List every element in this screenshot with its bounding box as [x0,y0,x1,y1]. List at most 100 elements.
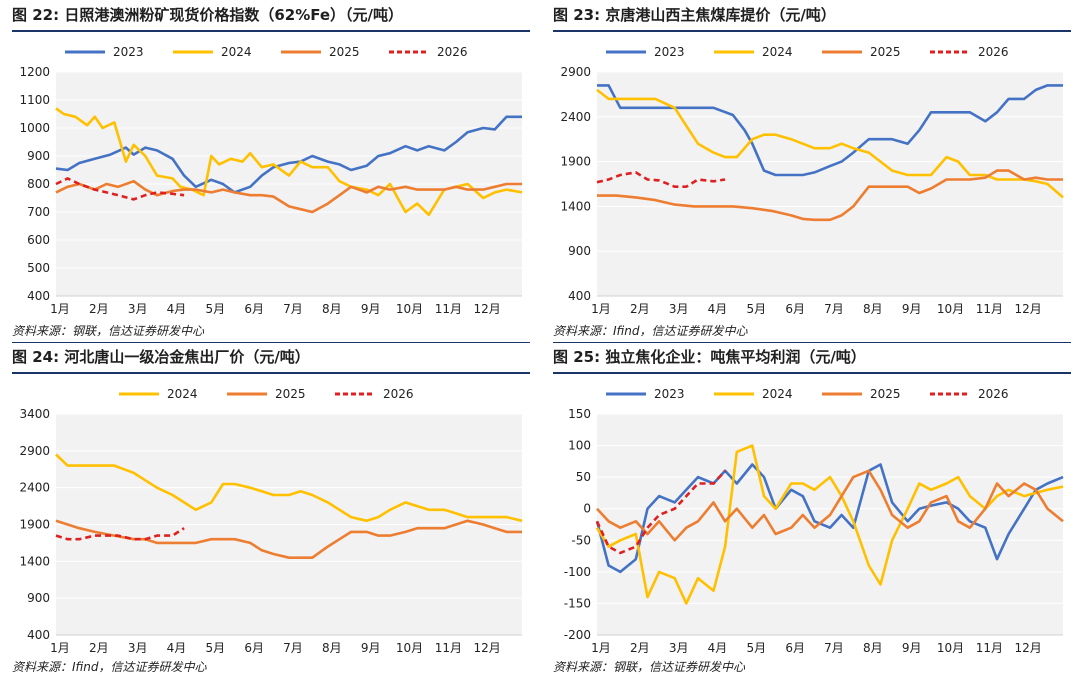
series-line-2024 [55,107,523,217]
legend-label: 2026 [978,45,1009,59]
x-tick-label: 4月 [708,302,728,316]
x-tick-label: 3月 [128,302,148,316]
coke-profit-chart: -200 -150 -100 -50 0 50 100 150 1月 2月 3月 4月 5月 6月 7月 8月… [564,387,1064,655]
x-tick-label: 1月 [591,641,611,655]
title-rule [553,372,1071,374]
x-tick-label: 7月 [283,302,303,316]
x-tick-label: 12月 [474,302,501,316]
legend-label: 2024 [762,387,793,401]
legend-label: 2026 [437,45,468,59]
x-tick-label: 3月 [128,641,148,655]
x-tick-label: 4月 [708,641,728,655]
chart-title: 图 24: 河北唐山一级冶金焦出厂价（元/吨） [12,348,310,366]
x-tick-label: 11月 [435,302,462,316]
x-tick-label: 8月 [863,302,883,316]
y-tick-label: 1000 [19,121,50,135]
x-tick-label: 12月 [1015,302,1042,316]
x-tick-label: 3月 [669,641,689,655]
legend-label: 2025 [870,45,901,59]
x-tick-label: 10月 [396,302,423,316]
source-note: 资料来源：钢联，信达证券研发中心 [553,660,746,674]
y-tick-label: 50 [576,470,591,484]
x-tick-label: 9月 [902,302,922,316]
x-tick-label: 11月 [435,641,462,655]
x-tick-label: 7月 [824,641,844,655]
y-tick-label: 2400 [19,481,50,495]
series-line-2025 [597,169,1063,222]
y-tick-label: 900 [568,244,591,258]
series-line-2023 [55,115,522,194]
chart-panel-25: 图 25: 独立焦化企业：吨焦平均利润（元/吨） -200 -150 -100 -50… [553,346,1071,678]
series-line-2026 [595,469,727,555]
bottom-rule [553,342,1071,343]
series-line-2026 [55,177,185,201]
x-tick-label: 9月 [902,641,922,655]
title-rule [12,30,530,32]
y-tick-label: 150 [568,407,591,421]
x-tick-label: 10月 [396,641,423,655]
legend-label: 2024 [762,45,793,59]
y-tick-label: 900 [27,149,50,163]
title-rule [12,372,530,374]
source-note: 资料来源：Ifind，信达证券研发中心 [553,324,748,338]
y-tick-label: 0 [583,502,591,516]
x-tick-label: 5月 [206,641,226,655]
x-tick-label: 5月 [206,302,226,316]
legend-label: 2023 [113,45,144,59]
y-tick-label: 2900 [560,65,591,79]
x-tick-label: 12月 [474,641,501,655]
plot-area [597,414,1063,635]
y-tick-label: -50 [571,533,591,547]
y-tick-label: 2400 [560,110,591,124]
series-line-2025 [596,469,1064,542]
y-tick-label: 700 [27,205,50,219]
legend-label: 2025 [329,45,360,59]
chart-title: 图 23: 京唐港山西主焦煤库提价（元/吨） [553,6,836,24]
coking-coal-price-chart: 400 900 1400 1900 2400 2900 1月 2月 3月 4月 5月 6月 7月 8月 9月… [560,45,1064,316]
x-tick-label: 11月 [976,302,1003,316]
series-line-2024 [55,453,523,523]
legend-label: 2024 [167,387,198,401]
x-tick-label: 2月 [89,302,109,316]
x-tick-label: 1月 [50,641,70,655]
x-tick-label: 10月 [937,641,964,655]
y-tick-label: 600 [27,233,50,247]
chart-panel-23: 图 23: 京唐港山西主焦煤库提价（元/吨） 400 900 1400 1900 240… [553,4,1071,343]
legend-label: 2026 [978,387,1009,401]
chart-panel-22: 图 22: 日照港澳洲粉矿现货价格指数（62%Fe）（元/吨） 400 500 60… [12,4,530,343]
series-line-2026 [596,171,726,188]
x-tick-label: 7月 [824,302,844,316]
coke-price-chart: 400 900 1400 1900 2400 2900 3400 1月 2月 3月 4月 5月 6月 7月… [19,387,523,655]
x-tick-label: 8月 [322,302,342,316]
legend-label: 2025 [275,387,306,401]
y-tick-label: -200 [564,628,591,642]
legend-label: 2023 [654,45,685,59]
y-tick-label: 1400 [19,554,50,568]
x-tick-label: 9月 [361,641,381,655]
y-tick-label: 800 [27,177,50,191]
y-tick-label: 1900 [560,155,591,169]
y-tick-label: 400 [27,289,50,303]
iron-ore-price-chart: 400 500 600 700 800 900 1000 1100 1200 1月 2月 3月 4月 5月… [19,45,523,316]
legend-label: 2024 [221,45,252,59]
y-tick-label: 500 [27,261,50,275]
y-tick-label: 1400 [560,199,591,213]
x-tick-label: 6月 [785,641,805,655]
source-note: 资料来源：钢联，信达证券研发中心 [12,324,205,338]
y-tick-label: 2900 [19,444,50,458]
x-tick-label: 2月 [89,641,109,655]
series-line-2023 [597,84,1063,177]
y-tick-label: 1100 [19,93,50,107]
legend-label: 2023 [654,387,685,401]
y-tick-label: 1200 [19,65,50,79]
x-tick-label: 6月 [244,641,264,655]
y-tick-label: 3400 [19,407,50,421]
source-note: 资料来源：Ifind，信达证券研发中心 [12,660,207,674]
y-tick-label: 400 [568,289,591,303]
x-tick-label: 7月 [283,641,303,655]
x-tick-label: 3月 [669,302,689,316]
x-tick-label: 6月 [244,302,264,316]
y-tick-label: 400 [27,628,50,642]
y-tick-label: -100 [564,565,591,579]
x-tick-label: 1月 [50,302,70,316]
